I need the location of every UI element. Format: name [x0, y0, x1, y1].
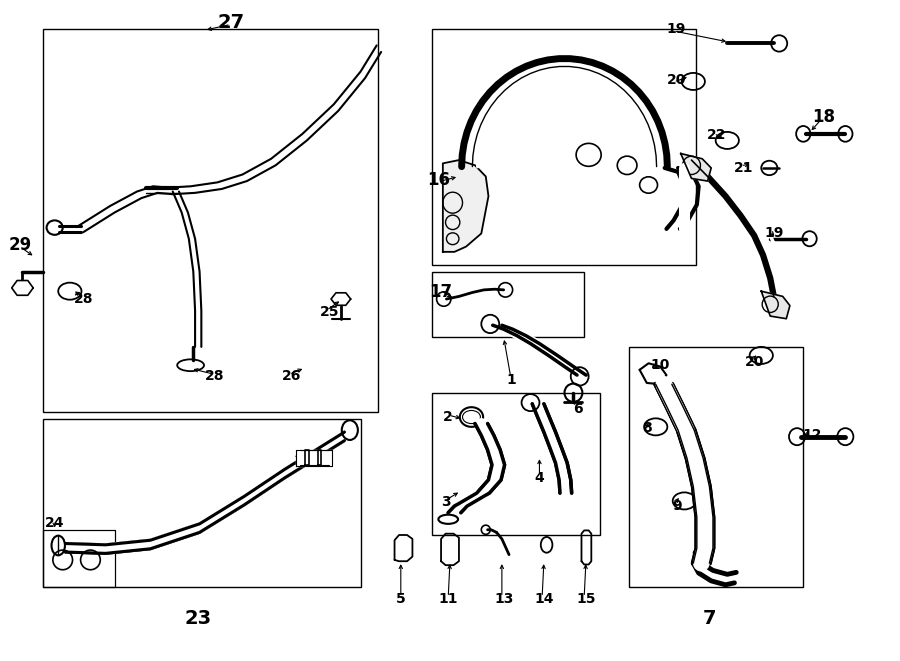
Text: 3: 3: [441, 495, 450, 509]
Text: 19: 19: [667, 22, 686, 36]
Text: 25: 25: [320, 305, 339, 319]
Text: 13: 13: [494, 592, 513, 606]
Polygon shape: [296, 449, 332, 465]
Text: 24: 24: [45, 516, 65, 530]
Text: 12: 12: [803, 428, 822, 442]
Text: 18: 18: [813, 108, 835, 126]
Bar: [43, 530, 114, 588]
Text: 28: 28: [205, 369, 224, 383]
Text: 16: 16: [427, 171, 450, 189]
Text: 28: 28: [74, 292, 93, 306]
Text: 8: 8: [642, 420, 652, 434]
Text: 9: 9: [672, 498, 682, 512]
Text: 22: 22: [706, 128, 726, 142]
Text: 2: 2: [444, 410, 453, 424]
Text: 10: 10: [651, 358, 670, 372]
Text: 20: 20: [667, 73, 686, 87]
Text: 23: 23: [184, 609, 212, 629]
Bar: [43, 419, 361, 588]
Text: 1: 1: [506, 373, 516, 387]
Text: 26: 26: [282, 369, 302, 383]
Text: 19: 19: [764, 227, 784, 241]
Text: 11: 11: [438, 592, 458, 606]
Text: 6: 6: [573, 402, 582, 416]
Polygon shape: [443, 160, 489, 252]
Text: 21: 21: [734, 161, 753, 175]
Text: 7: 7: [703, 609, 716, 629]
Text: 17: 17: [429, 284, 453, 301]
Bar: [43, 29, 378, 412]
Text: 15: 15: [576, 592, 596, 606]
Polygon shape: [680, 153, 711, 181]
Bar: [432, 272, 584, 337]
Text: 5: 5: [396, 592, 406, 606]
Text: 29: 29: [9, 236, 32, 254]
Polygon shape: [761, 292, 790, 319]
Bar: [43, 530, 114, 588]
Bar: [432, 393, 600, 535]
Text: 20: 20: [744, 355, 764, 369]
Text: 4: 4: [535, 471, 544, 485]
Bar: [629, 347, 804, 588]
Bar: [432, 29, 696, 265]
Text: 14: 14: [535, 592, 554, 606]
Text: 27: 27: [217, 13, 245, 32]
